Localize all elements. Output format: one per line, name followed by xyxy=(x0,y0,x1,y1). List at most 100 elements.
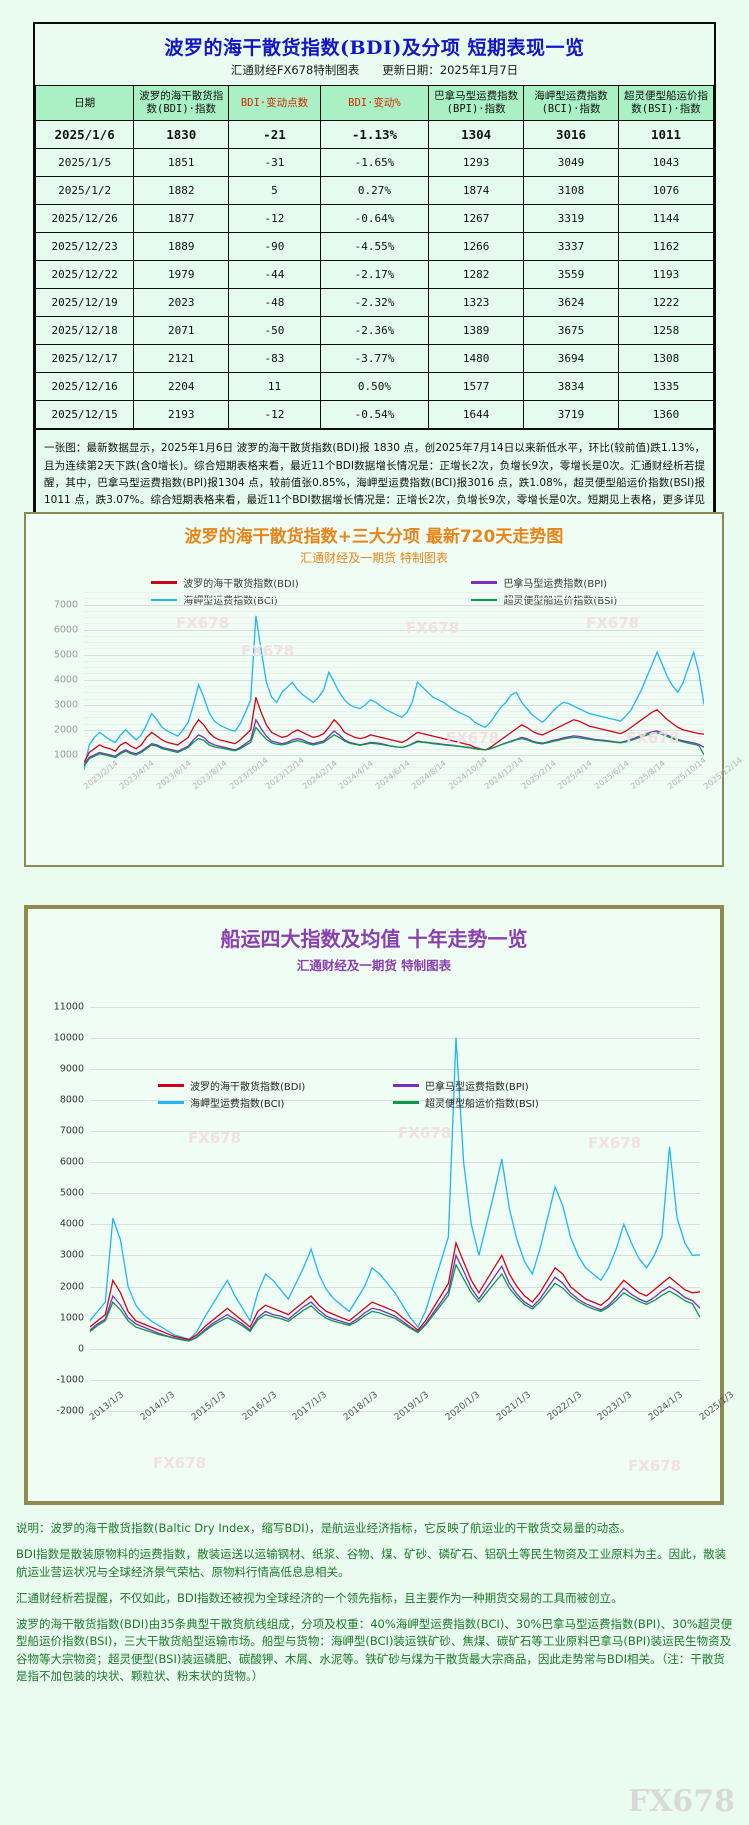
watermark-fx678: FX678 xyxy=(406,619,460,637)
y-axis-tick-label: 8000 xyxy=(59,1094,84,1106)
bdi-table: 日期 波罗的海干散货指数(BDI)·指数 BDI·变动点数 BDI·变动% 巴拿… xyxy=(34,84,714,430)
cell-bsi: 1011 xyxy=(618,120,714,150)
gridline-minor xyxy=(84,748,704,750)
cell-date: 2025/12/15 xyxy=(34,400,135,430)
cell-bdi: 1882 xyxy=(133,176,230,206)
y-axis-tick-label: 9000 xyxy=(59,1063,84,1075)
cell-bdi-pct: -2.36% xyxy=(319,316,430,346)
watermark-fx678: FX678 xyxy=(153,1454,207,1472)
cell-bdi-pct: -4.55% xyxy=(319,232,430,262)
gridline xyxy=(90,1099,700,1101)
y-axis-tick-label: 4000 xyxy=(53,674,78,686)
y-axis-tick-label: -1000 xyxy=(56,1374,84,1386)
chart-720day-title: 波罗的海干散货指数+三大分项 最新720天走势图 xyxy=(184,527,564,547)
gridline xyxy=(90,1255,700,1257)
cell-bci: 3108 xyxy=(523,176,619,206)
y-axis-tick-label: 1000 xyxy=(53,749,78,761)
cell-bsi: 1043 xyxy=(618,148,714,178)
cell-bdi: 1877 xyxy=(133,204,230,234)
chart-720day-subtitle: 汇通财经及一期货 特制图表 xyxy=(300,551,448,565)
cell-bci: 3319 xyxy=(523,204,619,234)
series-line xyxy=(84,615,704,771)
gridline-minor xyxy=(84,635,704,637)
cell-bdi-change: -48 xyxy=(228,288,321,318)
gridline xyxy=(84,629,704,631)
cell-date: 2025/1/5 xyxy=(34,148,135,178)
table-row: 2025/1/5 1851 -31 -1.65% 1293 3049 1043 xyxy=(34,148,714,178)
legend-item: 超灵便型船运价指数(BSI) xyxy=(374,591,694,608)
cell-bci: 3337 xyxy=(523,232,619,262)
legend-item: 海岬型运费指数(BCI) xyxy=(158,1094,393,1111)
watermark-fx678: FX678 xyxy=(176,614,230,632)
gridline-minor xyxy=(84,610,704,612)
legend-item: 波罗的海干散货指数(BDI) xyxy=(54,574,374,591)
gridline xyxy=(90,1411,700,1412)
y-axis-tick-label: 6000 xyxy=(53,624,78,636)
cell-bdi-change: -90 xyxy=(228,232,321,262)
cell-bdi: 1851 xyxy=(133,148,230,178)
gridline-minor xyxy=(84,761,704,763)
cell-bdi-pct: -0.54% xyxy=(319,400,430,430)
watermark-fx678: FX678 xyxy=(446,729,500,747)
y-axis-tick-label: 10000 xyxy=(53,1032,84,1044)
cell-bdi-change: 5 xyxy=(228,176,321,206)
page-title: 波罗的海干散货指数(BDI)及分项 短期表现一览 xyxy=(164,37,585,59)
gridline-minor xyxy=(84,686,704,687)
legend-item: 巴拿马型运费指数(BPI) xyxy=(374,574,694,591)
gridline-minor xyxy=(84,667,704,669)
cell-bdi-change: -44 xyxy=(228,260,321,290)
cell-bpi: 1267 xyxy=(428,204,525,234)
cell-bpi: 1480 xyxy=(428,344,525,374)
y-axis-tick-label: 2000 xyxy=(59,1281,84,1293)
gridline-minor xyxy=(84,642,704,644)
gridline xyxy=(90,1006,700,1008)
legend-label: 巴拿马型运费指数(BPI) xyxy=(503,579,608,590)
cell-bpi: 1644 xyxy=(428,400,525,430)
y-axis-tick-label: -2000 xyxy=(56,1405,84,1417)
cell-bsi: 1193 xyxy=(618,260,714,290)
y-axis-tick-label: 3000 xyxy=(53,699,78,711)
gridline-minor xyxy=(84,767,704,769)
table-subtitle: 汇通财经FX678特制图表 更新日期：2025年1月7日 xyxy=(230,63,519,77)
legend-label: 超灵便型船运价指数(BSI) xyxy=(425,1099,539,1110)
legend-label: 超灵便型船运价指数(BSI) xyxy=(503,596,618,607)
cell-date: 2025/12/16 xyxy=(34,372,135,402)
chart-10year-plot: -2000 -1000 0 1000 2000 3000 4000 5000 6000 7000 8… xyxy=(54,991,736,1423)
gridline-minor xyxy=(84,773,704,775)
cell-bdi-pct: 0.50% xyxy=(319,372,430,402)
gridline xyxy=(90,1224,700,1226)
bdi-table-panel: 波罗的海干散货指数(BDI)及分项 短期表现一览 汇通财经FX678特制图表 更… xyxy=(33,22,716,540)
cell-bdi-pct: -2.32% xyxy=(319,288,430,318)
y-axis-tick-label: 1000 xyxy=(59,1312,84,1324)
table-row: 2025/12/15 2193 -12 -0.54% 1644 3719 1360 xyxy=(34,400,714,430)
gridline xyxy=(90,1348,700,1350)
legend-item: 巴拿马型运费指数(BPI) xyxy=(393,1077,628,1094)
gridline-minor xyxy=(84,736,704,738)
legend-swatch-icon xyxy=(393,1101,419,1104)
table-row: 2025/12/16 2204 11 0.50% 1577 3834 1335 xyxy=(34,372,714,402)
gridline xyxy=(90,1193,700,1195)
cell-date: 2025/12/17 xyxy=(34,344,135,374)
cell-bci: 3719 xyxy=(523,400,619,430)
table-row: 2025/12/19 2023 -48 -2.32% 1323 3624 1222 xyxy=(34,288,714,318)
x-axis-tick-label: 2025/12/14 xyxy=(702,755,744,792)
cell-bdi-pct: -3.77% xyxy=(319,344,430,374)
watermark-fx678: FX678 xyxy=(188,1129,242,1147)
chart-10year-subtitle: 汇通财经及一期货 特制图表 xyxy=(296,958,452,973)
legend-label: 海岬型运费指数(BCI) xyxy=(190,1099,285,1110)
cell-bci: 3016 xyxy=(523,120,619,150)
footer-paragraph: 说明：波罗的海干散货指数(Baltic Dry Index，缩写BDI)，是航运… xyxy=(16,1521,632,1535)
series-canvas xyxy=(90,1037,700,1342)
legend-label: 波罗的海干散货指数(BDI) xyxy=(190,1082,306,1093)
y-axis-tick-label: 11000 xyxy=(53,1001,84,1013)
col-header-date: 日期 xyxy=(34,84,135,122)
gridline-minor xyxy=(84,742,704,744)
cell-bsi: 1360 xyxy=(618,400,714,430)
gridline-minor xyxy=(84,592,704,593)
watermark-fx678: FX678 xyxy=(398,1124,452,1142)
watermark-fx678: FX678 xyxy=(588,1134,642,1152)
cell-bsi: 1144 xyxy=(618,204,714,234)
cell-bpi: 1389 xyxy=(428,316,525,346)
legend-label: 巴拿马型运费指数(BPI) xyxy=(425,1082,529,1093)
gridline xyxy=(90,1131,700,1132)
